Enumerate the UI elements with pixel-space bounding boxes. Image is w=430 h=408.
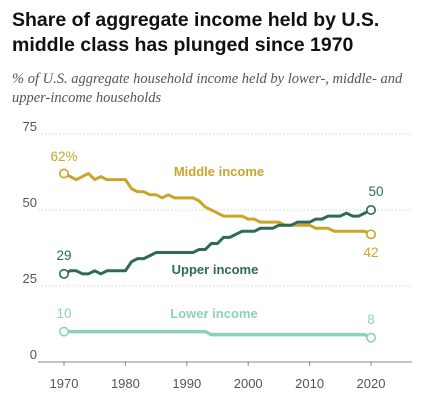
y-tick-label-50: 50 — [23, 195, 37, 210]
series-label-middle-income: Middle income — [174, 164, 264, 179]
start-label-upper-income: 29 — [56, 248, 71, 263]
start-point-lower-income — [58, 326, 69, 337]
start-label-lower-income: 10 — [56, 306, 71, 321]
start-point-upper-income — [58, 268, 69, 279]
x-tick-label-1970: 1970 — [50, 376, 79, 391]
x-tick-label-1990: 1990 — [172, 376, 201, 391]
x-tick-label-2020: 2020 — [357, 376, 386, 391]
series-label-upper-income: Upper income — [172, 262, 259, 277]
end-point-lower-income — [365, 332, 376, 343]
chart-title: Share of aggregate income held by U.S. m… — [12, 9, 380, 56]
series-line-lower-income — [62, 329, 373, 340]
y-tick-label-75: 75 — [23, 119, 37, 134]
y-tick-label-25: 25 — [23, 271, 37, 286]
series-line-middle-income — [62, 172, 373, 236]
x-tick-label-2000: 2000 — [234, 376, 263, 391]
chart-subtitle: % of U.S. aggregate household income hel… — [12, 71, 403, 106]
end-point-middle-income — [365, 229, 376, 240]
end-label-lower-income: 8 — [367, 312, 375, 327]
x-tick-label-1980: 1980 — [111, 376, 140, 391]
start-label-middle-income: 62% — [50, 149, 77, 164]
x-tick-label-2010: 2010 — [295, 376, 324, 391]
series-label-lower-income: Lower income — [170, 306, 257, 321]
y-tick-label-0: 0 — [30, 347, 37, 362]
start-point-middle-income — [58, 168, 69, 179]
series-line-upper-income — [62, 208, 373, 276]
end-point-upper-income — [365, 205, 376, 216]
end-label-middle-income: 42 — [363, 245, 378, 260]
end-label-upper-income: 50 — [368, 184, 383, 199]
